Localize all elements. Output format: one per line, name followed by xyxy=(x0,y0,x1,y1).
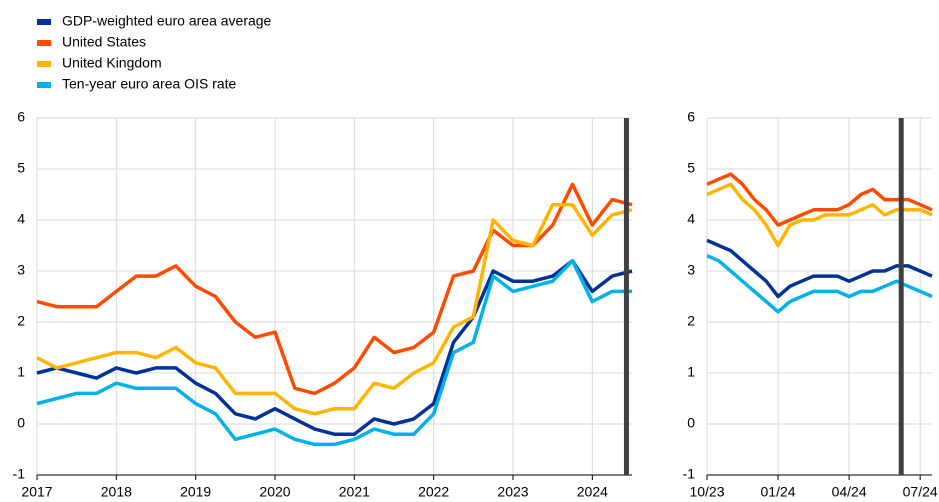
y-tick-label: 5 xyxy=(687,160,695,176)
series-line xyxy=(36,259,633,436)
y-tick-label: 2 xyxy=(687,313,695,329)
series-line xyxy=(706,172,933,227)
legend-swatch xyxy=(37,40,51,46)
y-tick-label: 2 xyxy=(17,313,25,329)
y-tick-label: 3 xyxy=(687,262,695,278)
y-tick-label: 3 xyxy=(17,262,25,278)
legend-swatch xyxy=(37,82,51,88)
legend-swatch xyxy=(37,19,51,25)
y-tick-label: 1 xyxy=(687,364,695,380)
y-tick-label: 4 xyxy=(17,211,25,227)
y-tick-label: 6 xyxy=(17,109,25,125)
legend-label: United Kingdom xyxy=(62,55,162,71)
x-tick-label: 2019 xyxy=(180,484,211,500)
y-tick-label: -1 xyxy=(683,466,696,482)
y-tick-label: 5 xyxy=(17,160,25,176)
series-line xyxy=(36,182,633,396)
x-tick-label: 04/24 xyxy=(832,484,867,500)
series-line xyxy=(706,238,933,299)
legend-label: Ten-year euro area OIS rate xyxy=(62,76,237,92)
legend-swatch xyxy=(37,61,51,67)
x-tick-label: 2022 xyxy=(418,484,449,500)
x-tick-label: 2021 xyxy=(339,484,370,500)
y-tick-label: 0 xyxy=(687,415,695,431)
y-tick-label: 1 xyxy=(17,364,25,380)
x-tick-label: 10/23 xyxy=(689,484,724,500)
x-tick-label: 2020 xyxy=(259,484,290,500)
series-line xyxy=(36,202,633,416)
x-tick-label: 01/24 xyxy=(761,484,796,500)
x-tick-label: 2017 xyxy=(21,484,52,500)
y-tick-label: -1 xyxy=(13,466,26,482)
y-tick-label: 6 xyxy=(687,109,695,125)
legend-label: United States xyxy=(62,34,146,50)
x-tick-label: 2018 xyxy=(101,484,132,500)
y-tick-label: 0 xyxy=(17,415,25,431)
legend-label: GDP-weighted euro area average xyxy=(62,13,272,29)
x-tick-label: 2024 xyxy=(577,484,608,500)
x-tick-label: 2023 xyxy=(497,484,528,500)
y-tick-label: 4 xyxy=(687,211,695,227)
series-line xyxy=(706,182,933,248)
series-line xyxy=(36,259,632,447)
series-line xyxy=(706,254,933,314)
x-tick-label: 07/24 xyxy=(903,484,938,500)
